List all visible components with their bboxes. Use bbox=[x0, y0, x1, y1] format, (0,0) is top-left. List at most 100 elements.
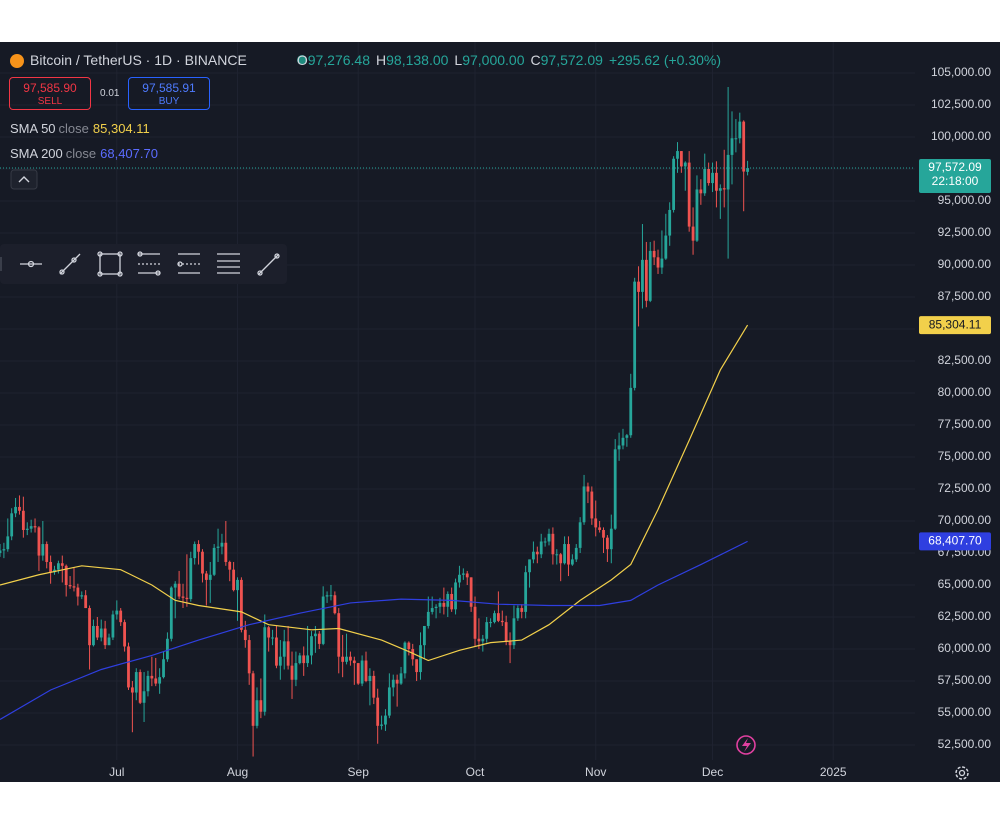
symbol[interactable]: Bitcoin / TetherUS · 1D · BINANCE bbox=[30, 52, 247, 68]
candle-body bbox=[656, 257, 660, 268]
lightning-icon[interactable] bbox=[736, 735, 756, 755]
candle-body bbox=[524, 572, 528, 612]
ohlc-key: O bbox=[296, 52, 308, 68]
candle-body bbox=[718, 188, 722, 191]
candle-body bbox=[512, 618, 516, 646]
candle-body bbox=[150, 675, 154, 679]
candle-body bbox=[64, 565, 68, 586]
price-badge-label: 97,572.09 bbox=[928, 160, 982, 174]
candle-body bbox=[154, 678, 158, 684]
tool-fib[interactable] bbox=[177, 253, 200, 274]
sma-badge-label: 85,304.11 bbox=[929, 317, 982, 331]
candle-body bbox=[411, 649, 415, 660]
candle-body bbox=[216, 546, 220, 548]
market-status-dot bbox=[297, 55, 307, 65]
candle-body bbox=[403, 642, 407, 674]
change: +295.62 (+0.30%) bbox=[608, 52, 722, 68]
tool-rectangle[interactable] bbox=[97, 251, 123, 277]
candle-body bbox=[267, 627, 271, 638]
candle-body bbox=[387, 687, 391, 716]
settings-gear[interactable] bbox=[955, 766, 969, 780]
candle-body bbox=[251, 673, 255, 726]
y-tick-label: 62,500.00 bbox=[938, 609, 992, 623]
candle-body bbox=[419, 645, 422, 673]
candle-body bbox=[672, 158, 675, 210]
candle-body bbox=[356, 663, 360, 684]
candle-body bbox=[0, 550, 2, 554]
candle-body bbox=[722, 188, 726, 190]
sell-button[interactable]: 97,585.90 SELL bbox=[9, 77, 91, 110]
candle-body bbox=[641, 259, 644, 292]
ohlc-value: 98,138.00 bbox=[386, 52, 449, 68]
candle-body bbox=[173, 583, 177, 588]
candle-body bbox=[407, 642, 411, 650]
grid bbox=[0, 42, 915, 760]
candle-body bbox=[33, 526, 37, 528]
candle-body bbox=[306, 655, 309, 664]
candle-body bbox=[715, 172, 718, 191]
legend-name: SMA 200 bbox=[10, 146, 63, 161]
sell-label: SELL bbox=[37, 96, 63, 107]
y-tick-label: 105,000.00 bbox=[931, 65, 991, 79]
candle-body bbox=[633, 281, 637, 388]
candle-body bbox=[594, 518, 598, 528]
tool-horizontal-ray[interactable] bbox=[20, 260, 42, 268]
toolbar-handle bbox=[0, 257, 2, 271]
candle-body bbox=[609, 528, 613, 550]
candle-body bbox=[193, 544, 197, 559]
y-tick-label: 82,500.00 bbox=[938, 353, 992, 367]
candle-body bbox=[123, 622, 126, 647]
y-tick-label: 95,000.00 bbox=[938, 193, 992, 207]
y-tick-label: 77,500.00 bbox=[938, 417, 992, 431]
ohlc-value: 97,000.00 bbox=[462, 52, 525, 68]
candle-body bbox=[707, 168, 711, 184]
candle-body bbox=[493, 613, 496, 623]
candle-body bbox=[76, 587, 80, 597]
buy-button[interactable]: 97,585.91 BUY bbox=[128, 77, 210, 110]
candle-body bbox=[547, 533, 551, 542]
candle-body bbox=[676, 151, 679, 159]
tool-range[interactable] bbox=[137, 251, 161, 276]
candle-body bbox=[341, 656, 345, 662]
candle-body bbox=[212, 547, 216, 575]
candle-body bbox=[567, 544, 570, 565]
candle-body bbox=[166, 638, 169, 660]
candle-body bbox=[687, 162, 691, 227]
candle-body bbox=[84, 595, 88, 609]
candle-body bbox=[271, 637, 274, 639]
legend-source: close bbox=[65, 146, 97, 161]
sell-price: 97,585.90 bbox=[23, 81, 77, 95]
candle-body bbox=[423, 625, 426, 646]
candle-body bbox=[138, 672, 142, 703]
x-tick-label: Sep bbox=[348, 765, 370, 779]
candle-body bbox=[329, 595, 333, 597]
ohlc-key: C bbox=[530, 52, 541, 68]
tool-arrow[interactable] bbox=[59, 253, 81, 275]
candle-body bbox=[606, 537, 609, 550]
candle-body bbox=[450, 593, 454, 610]
spread: 0.01 bbox=[100, 88, 120, 99]
legend-item[interactable]: SMA 50 close 85,304.11 bbox=[10, 121, 150, 136]
candle-body bbox=[691, 226, 695, 241]
tool-trendline[interactable] bbox=[257, 253, 280, 276]
candle-body bbox=[232, 569, 236, 591]
candle-body bbox=[438, 602, 442, 607]
candle-body bbox=[454, 582, 457, 610]
buy-label: BUY bbox=[158, 96, 180, 107]
candle-body bbox=[349, 656, 352, 661]
x-tick-label: Oct bbox=[466, 765, 485, 779]
tool-lines[interactable] bbox=[217, 253, 240, 274]
candle-body bbox=[37, 527, 41, 556]
y-tick-label: 57,500.00 bbox=[938, 673, 992, 687]
candle-body bbox=[652, 250, 656, 258]
candle-body bbox=[189, 558, 193, 600]
y-tick-label: 70,000.00 bbox=[938, 513, 992, 527]
candle-body bbox=[352, 660, 356, 664]
candle-body bbox=[535, 551, 539, 555]
collapse-button[interactable] bbox=[10, 169, 38, 190]
y-tick-label: 60,000.00 bbox=[938, 641, 992, 655]
candle-body bbox=[637, 281, 640, 292]
candle-body bbox=[679, 151, 683, 167]
legend-item[interactable]: SMA 200 close 68,407.70 bbox=[10, 146, 158, 161]
